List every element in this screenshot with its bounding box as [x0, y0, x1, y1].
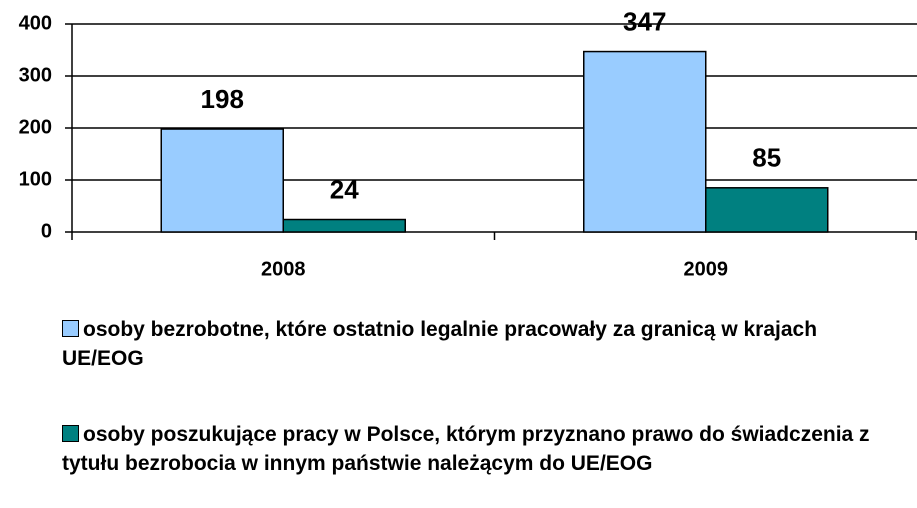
value-label: 198 — [201, 84, 244, 114]
y-tick-label: 400 — [19, 12, 52, 34]
x-tick-label: 2008 — [261, 258, 306, 280]
value-label: 24 — [330, 174, 359, 204]
legend-entry: osoby bezrobotne, które ostatnio legalni… — [62, 315, 892, 373]
chart: 0 100 200 300 400 2008 198 24 2009 347 85 — [19, 6, 917, 280]
legend-swatch — [62, 425, 79, 442]
bar — [705, 187, 829, 233]
y-tick-label: 100 — [19, 168, 52, 190]
legend-entry: osoby poszukujące pracy w Polsce, którym… — [62, 420, 892, 478]
legend-swatch — [62, 320, 79, 337]
legend-label: osoby bezrobotne, które ostatnio legalni… — [62, 318, 818, 370]
legend-label: osoby poszukujące pracy w Polsce, którym… — [62, 423, 870, 475]
value-label: 85 — [752, 143, 781, 173]
bar — [583, 50, 707, 233]
y-tick-label: 300 — [19, 64, 52, 86]
value-label: 347 — [623, 6, 666, 36]
x-tick-label: 2009 — [684, 258, 729, 280]
bar — [160, 128, 284, 233]
y-tick-label: 0 — [41, 220, 52, 242]
y-tick-label: 200 — [19, 116, 52, 138]
bar — [282, 218, 406, 233]
